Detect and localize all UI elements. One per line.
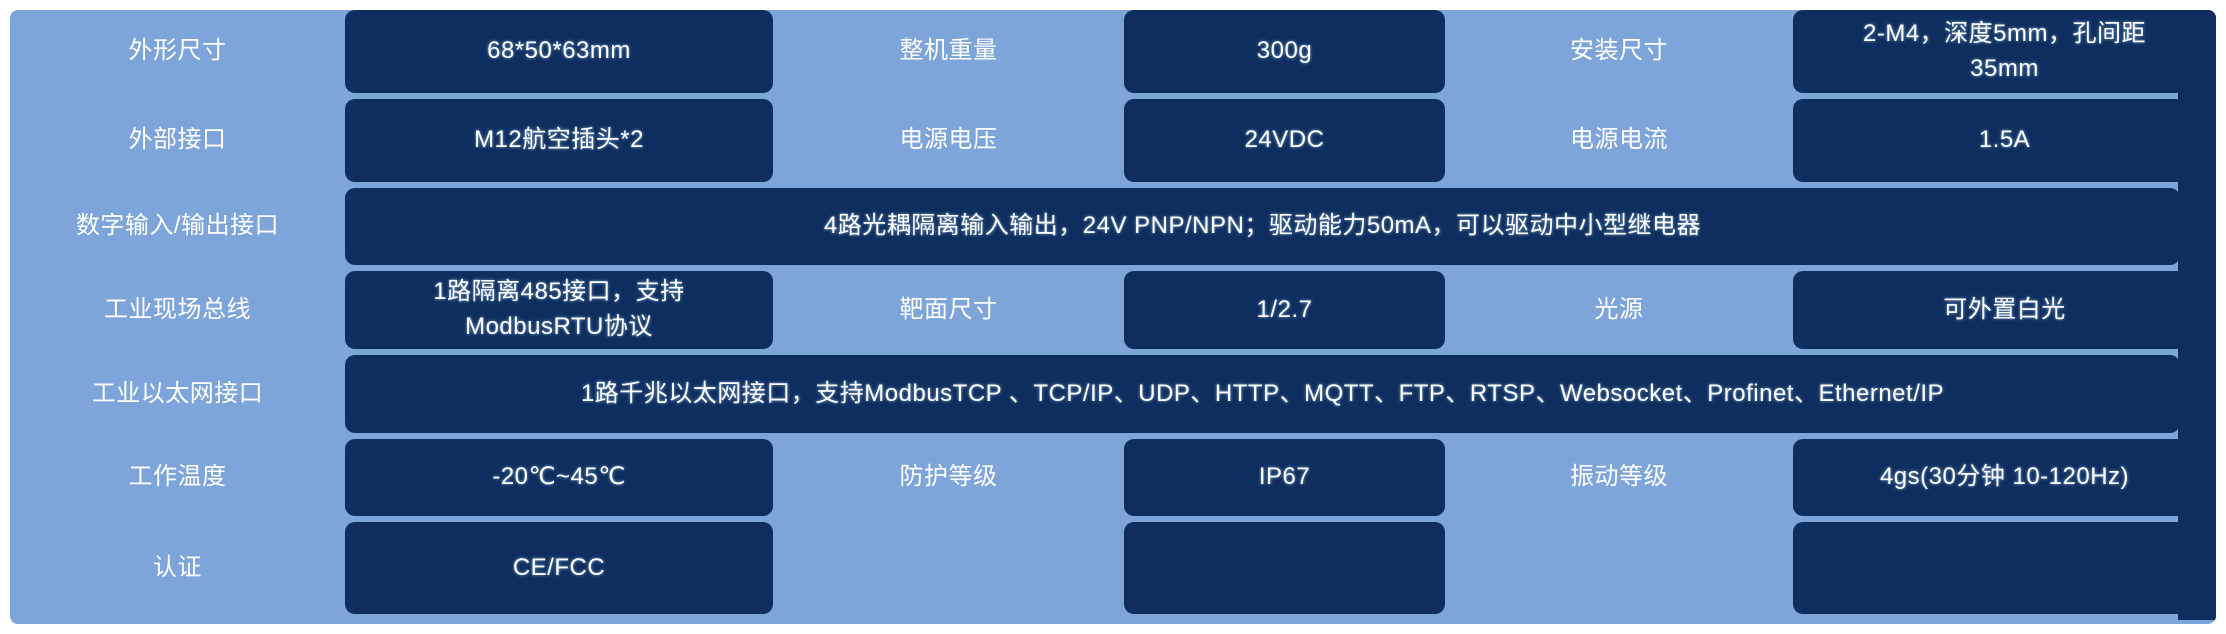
spec-label-supply-current: 电源电流 bbox=[1570, 126, 1668, 154]
spec-value-certification: CE/FCC bbox=[345, 522, 773, 614]
spec-value-fieldbus: 1路隔离485接口，支持 ModbusRTU协议 bbox=[345, 271, 773, 349]
spec-label-fieldbus: 工业现场总线 bbox=[104, 295, 251, 323]
spec-label-empty bbox=[1445, 522, 1793, 614]
spec-label-vibration-rating: 振动等级 bbox=[1570, 463, 1668, 491]
spec-table-panel: 外形尺寸 68*50*63mm 整机重量 300g 安装尺寸 2-M4，深度5m… bbox=[10, 10, 2216, 624]
spec-value-operating-temperature: -20℃~45℃ bbox=[345, 439, 773, 516]
spec-value-weight: 300g bbox=[1124, 10, 1445, 93]
spec-value-supply-voltage: 24VDC bbox=[1124, 99, 1445, 182]
spec-value-empty bbox=[1793, 522, 2216, 614]
spec-value-sensor-size: 1/2.7 bbox=[1124, 271, 1445, 349]
spec-label-light-source: 光源 bbox=[1594, 295, 1644, 323]
spec-label-sensor-size: 靶面尺寸 bbox=[899, 295, 998, 323]
spec-label-weight: 整机重量 bbox=[899, 37, 998, 65]
spec-label-mounting: 安装尺寸 bbox=[1570, 37, 1668, 65]
spec-value-digital-io: 4路光耦隔离输入输出，24V PNP/NPN；驱动能力50mA，可以驱动中小型继… bbox=[345, 188, 2180, 265]
spec-value-ethernet: 1路千兆以太网接口，支持ModbusTCP 、TCP/IP、UDP、HTTP、M… bbox=[345, 355, 2180, 433]
spec-table: 外形尺寸 68*50*63mm 整机重量 300g 安装尺寸 2-M4，深度5m… bbox=[10, 10, 2216, 624]
spec-label-supply-voltage: 电源电压 bbox=[899, 126, 998, 154]
spec-label-protection-rating: 防护等级 bbox=[899, 463, 998, 491]
spec-value-empty bbox=[1124, 522, 1445, 614]
spec-value-dimensions: 68*50*63mm bbox=[345, 10, 773, 93]
spec-value-protection-rating: IP67 bbox=[1124, 439, 1445, 516]
spec-value-light-source: 可外置白光 bbox=[1793, 271, 2216, 349]
spec-label-empty bbox=[773, 522, 1124, 614]
spec-label-digital-io: 数字输入/输出接口 bbox=[75, 212, 280, 240]
spec-label-operating-temperature: 工作温度 bbox=[128, 463, 227, 491]
spec-value-external-interface: M12航空插头*2 bbox=[345, 99, 773, 182]
spec-label-ethernet: 工业以太网接口 bbox=[91, 379, 264, 407]
spec-value-supply-current: 1.5A bbox=[1793, 99, 2216, 182]
spec-value-vibration-rating: 4gs(30分钟 10-120Hz) bbox=[1793, 439, 2216, 516]
spec-value-mounting: 2-M4，深度5mm，孔间距 35mm bbox=[1793, 10, 2216, 93]
spec-label-dimensions: 外形尺寸 bbox=[128, 37, 227, 65]
spec-label-certification: 认证 bbox=[153, 553, 202, 581]
spec-label-external-interface: 外部接口 bbox=[128, 126, 227, 154]
